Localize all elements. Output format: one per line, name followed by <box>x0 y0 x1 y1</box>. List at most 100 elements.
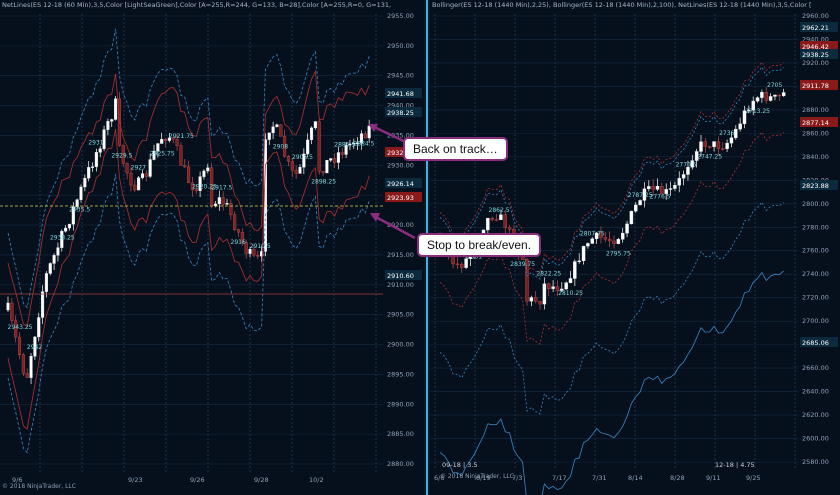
candle-body <box>252 249 256 256</box>
price-axis-label: 2880.00 <box>802 106 829 114</box>
candle-body <box>183 165 187 168</box>
price-axis-label: 2885.00 <box>387 430 414 438</box>
candle-body <box>83 177 87 188</box>
candle-body <box>37 317 41 338</box>
candle-body <box>367 125 371 139</box>
swing-price-label: 2795.75 <box>606 251 631 258</box>
candle-body <box>190 182 194 191</box>
price-axis-label: 2760.00 <box>802 247 829 255</box>
swing-price-label: 2810.25 <box>558 290 583 297</box>
candle-body <box>306 139 310 155</box>
candle-body <box>594 232 599 240</box>
price-tag-box <box>800 22 838 32</box>
bollinger-band-line <box>7 128 370 430</box>
price-tag: 2685.06 <box>802 339 829 347</box>
candle-body <box>114 98 118 120</box>
swing-price-label: 2908 <box>273 143 288 150</box>
candle-body <box>275 124 279 128</box>
candle-body <box>67 223 72 229</box>
price-tag: 2932 <box>387 149 404 157</box>
candle-body <box>616 239 621 244</box>
bollinger-band-line <box>7 69 370 328</box>
candle-body <box>625 223 629 234</box>
candle-body <box>206 167 210 172</box>
candle-body <box>690 160 695 168</box>
candle-body <box>194 189 198 192</box>
candle-body <box>236 229 241 233</box>
price-tag-box <box>385 178 422 188</box>
candle-body <box>148 159 152 177</box>
price-tag-box <box>800 117 838 127</box>
candle-body <box>560 288 564 291</box>
candle-body <box>175 138 179 146</box>
date-axis-label: 7/3 <box>512 474 522 482</box>
candle-body <box>271 126 275 134</box>
candle-body <box>668 188 673 190</box>
candle-body <box>102 129 106 149</box>
candle-body <box>156 143 160 152</box>
candle-body <box>110 119 114 122</box>
candle-body <box>525 259 529 302</box>
candle-body <box>302 153 306 168</box>
date-axis-label: 6/6 <box>434 474 444 482</box>
swing-price-label: 2705 <box>767 82 782 89</box>
price-tag: 2941.68 <box>387 90 414 98</box>
candle-body <box>17 336 22 356</box>
price-tag-box <box>800 41 838 51</box>
candle-body <box>60 230 64 248</box>
swing-price-label: 2822.25 <box>536 271 561 278</box>
swing-price-label: 2935.5 <box>69 207 90 214</box>
date-axis-label: 9/26 <box>190 476 205 484</box>
bollinger-band-line <box>7 173 370 454</box>
left-chart-title: NetLines(ES 12-18 (60 Min),3,5,Color [Li… <box>2 1 392 9</box>
candle-body <box>198 176 202 192</box>
candle-body <box>71 206 75 225</box>
swing-price-label: 2921.75 <box>169 133 194 140</box>
swing-price-label: 2770.5 <box>676 161 697 168</box>
candle-body <box>6 302 10 311</box>
swing-price-label: 2938.25 <box>50 235 75 242</box>
price-axis-label: 2940.00 <box>802 35 829 43</box>
candle-body <box>336 152 340 163</box>
candle-body <box>642 188 647 201</box>
price-axis-label: 2620.00 <box>802 411 829 419</box>
price-axis-label: 2800.00 <box>802 200 829 208</box>
candle-body <box>712 141 716 147</box>
date-axis-label: 7/17 <box>552 474 567 482</box>
bollinger-band-line <box>439 61 784 275</box>
price-tag: 2911.78 <box>802 82 829 90</box>
candle-body <box>742 110 747 125</box>
bollinger-band-line <box>7 28 370 309</box>
candle-body <box>137 177 141 191</box>
candle-body <box>629 210 634 225</box>
swing-price-label: 2931 <box>88 139 103 146</box>
left-chart-panel[interactable]: 2955.00 2950.00 2945.00 2940.00 2935.00 2930.… <box>0 0 424 495</box>
candle-body <box>48 263 52 274</box>
candle-body <box>547 283 551 289</box>
candle-body <box>664 189 668 194</box>
candle-body <box>179 145 183 166</box>
candle-body <box>21 354 25 374</box>
candle-body <box>768 96 773 101</box>
right-price-chart[interactable]: 2960.002940.002920.002900.002880.002860.… <box>430 0 840 495</box>
candle-body <box>529 297 534 302</box>
left-price-chart[interactable]: 2955.00 2950.00 2945.00 2940.00 2935.00 2930.… <box>0 0 424 495</box>
candle-body <box>41 291 45 318</box>
candle-body <box>490 217 494 220</box>
callout-stop-break-even: Stop to break/even. <box>417 233 542 257</box>
candle-body <box>760 92 764 98</box>
candle-body <box>677 178 681 186</box>
candle-body <box>503 214 507 229</box>
price-axis-label: 2740.00 <box>802 270 829 278</box>
candle-body <box>634 204 638 212</box>
candle-body <box>781 92 786 97</box>
price-axis-label: 2945.00 <box>387 72 414 80</box>
candle-body <box>229 203 233 215</box>
candle-body <box>248 249 252 254</box>
price-axis-label: 2895.00 <box>387 370 414 378</box>
candle-body <box>144 173 148 177</box>
candle-body <box>499 214 503 221</box>
right-chart-title: Bollinger(ES 12-18 (1440 Min),2,25), Bol… <box>432 1 812 9</box>
candle-body <box>44 273 48 292</box>
candle-body <box>152 150 156 160</box>
